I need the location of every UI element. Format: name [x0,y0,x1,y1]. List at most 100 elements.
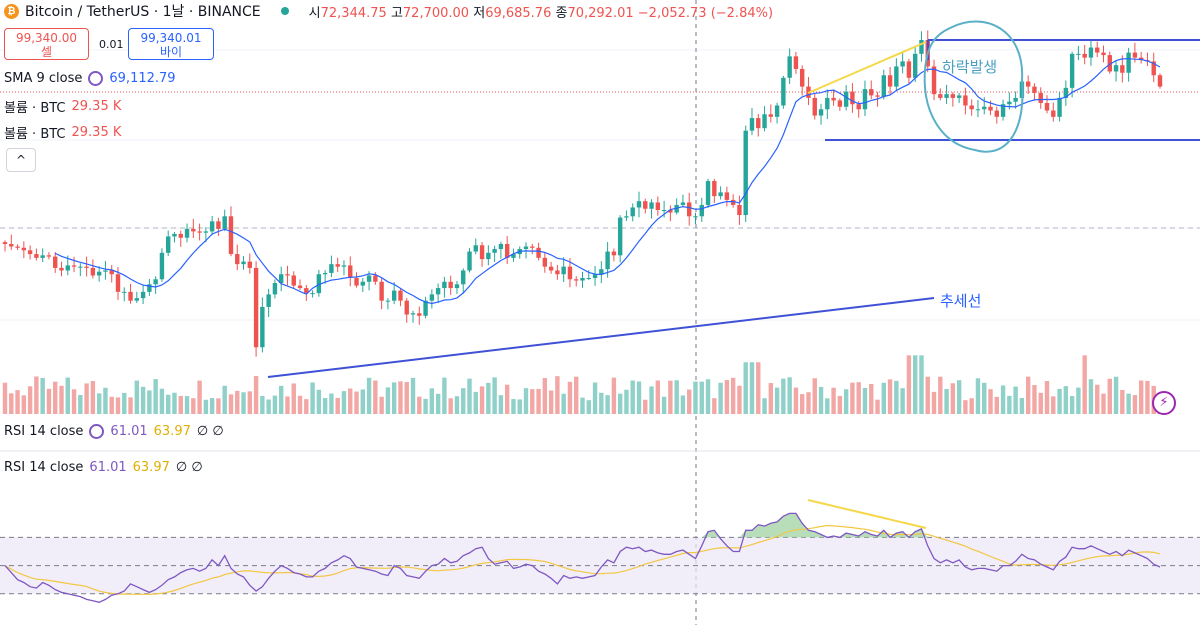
volume-bar [454,396,460,414]
close-value: 70,292.01 [567,5,634,21]
candle-body [1082,53,1087,58]
volume-bar [40,377,45,414]
candle-body [982,106,987,110]
volume-bar [479,386,485,414]
volume-bar [1032,385,1037,414]
candle-body [1076,53,1081,55]
volume-bar [900,388,905,414]
volume-bar [919,355,924,414]
volume-bar [178,395,183,414]
volume-bar [643,399,648,414]
volume-bar [216,398,221,414]
rsi-legend-1[interactable]: RSI 14 close 61.01 63.97 ∅ ∅ [4,424,224,439]
bolt-icon[interactable]: ⚡ [1152,391,1176,415]
candle-body [435,288,441,295]
candle-body [743,130,748,216]
rsi-ma-line [4,524,1161,595]
volume-bar [278,385,284,414]
volume-bar [1088,379,1094,414]
high-label: 고 [390,5,403,21]
volume-bar [511,399,516,414]
volume-bar [228,394,234,414]
volume-bar [322,398,328,414]
candle-body [862,89,868,110]
candle-body [222,216,227,229]
candle-body [247,261,253,268]
candle-body [843,91,849,107]
refresh-icon[interactable] [89,424,105,439]
candle-body [504,244,510,258]
volume-bar [906,355,912,414]
candle-body [561,266,566,275]
candle-body [291,275,296,286]
market-status-icon [280,7,289,15]
candle-body [40,255,45,258]
candle-body [178,233,183,238]
sell-button[interactable]: 99,340.00 셀 [4,28,89,60]
candle-body [2,242,8,244]
symbol-header: ₿ Bitcoin / TetherUS · 1날 · BINANCE 시72,… [4,0,773,22]
candle-body [931,66,937,95]
volume-legend-1[interactable]: 볼륨 · BTC 29.35 K [4,97,121,116]
volume-bar [1095,384,1100,414]
volume-bar [266,399,271,414]
candle-body [1044,102,1050,111]
volume-bar [837,395,843,414]
volume-bar [329,393,334,414]
volume-legend-2[interactable]: 볼륨 · BTC 29.35 K [4,123,121,142]
candle-body [730,199,736,205]
candle-body [442,281,447,289]
candle-body [134,298,140,301]
candle-body [71,265,77,267]
collapse-legend-button[interactable]: ^ [6,148,36,172]
candle-body [191,228,196,232]
candle-body [1107,55,1112,72]
volume-bar [2,382,8,414]
candle-body [749,118,755,131]
volume-bar [385,387,391,414]
candle-body [241,261,246,265]
candle-body [479,245,485,260]
candle-body [850,91,855,105]
volume-bar [153,379,158,414]
refresh-icon[interactable] [88,71,104,86]
volume-bar [611,377,617,414]
volume-bar [65,377,70,414]
sma-legend[interactable]: SMA 9 close 69,112.79 [4,71,176,86]
candle-body [348,265,353,278]
volume-bar [316,389,322,414]
candle-body [875,95,880,97]
volume-bar [1101,393,1106,414]
volume-bar [668,380,673,414]
candle-body [498,244,504,250]
symbol-title[interactable]: Bitcoin / TetherUS · 1날 · BINANCE [25,4,261,20]
candle-body [580,278,585,281]
volume-bar [869,383,874,414]
volume-bar [461,388,466,414]
volume-bar [950,383,956,414]
volume-bar [467,378,472,414]
volume-bar [592,382,598,414]
buy-button[interactable]: 99,340.01 바이 [128,28,214,60]
candle-body [963,95,968,106]
rsi-legend-2[interactable]: RSI 14 close 61.01 63.97 ∅ ∅ [4,460,203,475]
candle-body [919,40,924,54]
buy-label: 바이 [159,45,183,59]
open-label: 시 [308,5,321,21]
candle-body [668,210,673,213]
candle-body [310,293,315,295]
volume-bar [360,389,365,414]
candle-body [994,110,999,117]
volume-bar [103,387,108,414]
candle-body [1157,75,1163,87]
candle-body [103,270,108,272]
volume-bar [831,387,836,414]
candle-body [1088,47,1094,58]
candle-body [956,95,962,98]
candle-body [938,94,943,98]
volume-bar [1019,397,1025,414]
candle-body [548,266,554,271]
candle-body [398,290,403,301]
volume-bar [1076,387,1081,414]
